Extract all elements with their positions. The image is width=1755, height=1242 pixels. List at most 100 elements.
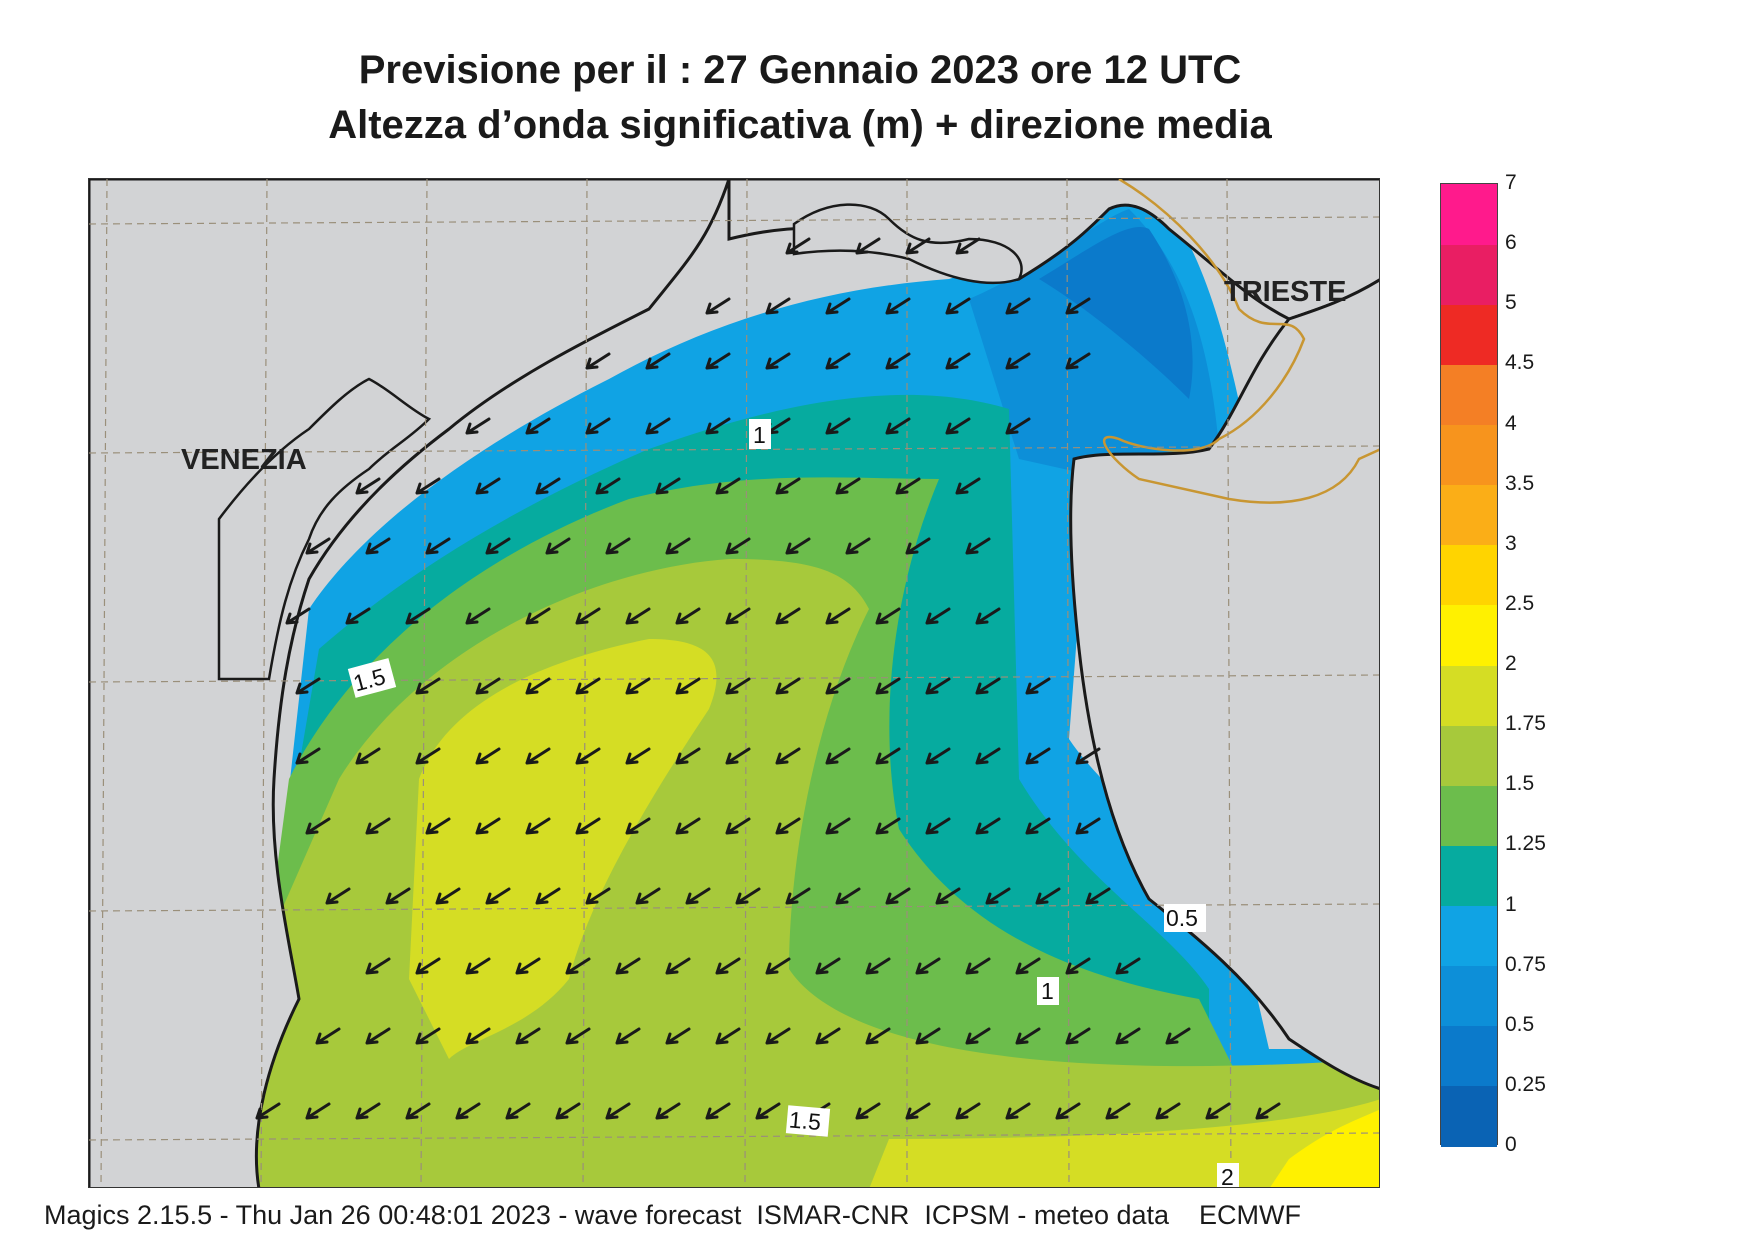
wave-arrow — [895, 477, 921, 495]
wave-arrow — [975, 677, 1001, 695]
wave-arrow — [575, 677, 601, 695]
wave-arrow — [705, 352, 731, 370]
wave-arrow — [825, 607, 851, 625]
colorbar-tick-label: 0.75 — [1505, 952, 1546, 976]
grado-lagoon — [792, 203, 1023, 285]
wave-arrow — [1205, 1102, 1231, 1120]
wave-arrow — [475, 477, 501, 495]
colorbar-segment — [1441, 244, 1497, 305]
colorbar-tick-label: 0 — [1505, 1133, 1517, 1156]
sea-fields — [239, 189, 1379, 1187]
wave-arrow — [855, 237, 881, 255]
wave-arrow — [305, 537, 331, 555]
wave-arrow — [1005, 352, 1031, 370]
wave-arrow — [1055, 1102, 1081, 1120]
wave-arrow — [585, 352, 611, 370]
wave-arrow — [935, 887, 961, 905]
colorbar-segment — [1441, 424, 1497, 486]
wave-arrow — [1025, 747, 1051, 765]
land-west — [89, 179, 731, 1187]
wave-arrow — [965, 537, 991, 555]
colorbar-segment — [1441, 785, 1497, 846]
colorbar-segment — [1441, 1025, 1497, 1087]
wave-arrow — [475, 817, 501, 835]
wave-arrow — [425, 537, 451, 555]
wave-arrow — [1025, 677, 1051, 695]
wave-arrow — [1015, 1027, 1041, 1045]
contour-label-1-south: 1 — [1041, 978, 1054, 1004]
colorbar-segment — [1441, 965, 1497, 1027]
wave-arrow — [885, 352, 911, 370]
wave-arrow — [1005, 297, 1031, 315]
colorbar-tick-label: 0.5 — [1505, 1012, 1535, 1036]
wave-arrow — [405, 607, 431, 625]
chart-title: Previsione per il : 27 Gennaio 2023 ore … — [358, 48, 1242, 92]
wave-arrow — [1005, 1102, 1031, 1120]
wave-arrow — [1165, 1027, 1191, 1045]
wave-arrow — [1075, 747, 1101, 765]
wave-arrow — [665, 957, 691, 975]
wave-arrow — [945, 352, 971, 370]
wave-arrow — [525, 677, 551, 695]
wave-arrow — [575, 747, 601, 765]
wave-arrow — [635, 887, 661, 905]
sea-band-175b — [869, 1099, 1379, 1187]
colorbar-tick-label: 1.5 — [1505, 772, 1535, 796]
wave-arrow — [1065, 352, 1091, 370]
wave-arrow — [545, 537, 571, 555]
wave-arrow — [1115, 1027, 1141, 1045]
wave-arrow — [365, 957, 391, 975]
wave-arrow — [885, 887, 911, 905]
wave-arrow — [965, 1027, 991, 1045]
wave-arrow — [1155, 1102, 1181, 1120]
wave-arrow — [575, 817, 601, 835]
wave-arrow — [975, 747, 1001, 765]
wave-arrow — [925, 607, 951, 625]
wave-arrow — [525, 817, 551, 835]
wave-arrow — [985, 887, 1011, 905]
wave-arrow — [665, 537, 691, 555]
venice-lagoon — [217, 377, 432, 681]
wave-arrow — [1015, 957, 1041, 975]
wave-arrow — [825, 297, 851, 315]
wave-arrow — [775, 817, 801, 835]
wave-arrow — [295, 747, 321, 765]
wave-arrow — [875, 747, 901, 765]
wave-arrow — [1255, 1102, 1281, 1120]
wave-arrow — [625, 817, 651, 835]
sea-band-025 — [1039, 227, 1193, 399]
wave-arrow — [365, 817, 391, 835]
city-label-venezia: VENEZIA — [181, 444, 307, 476]
wave-arrow — [615, 1027, 641, 1045]
chart-subtitle: Altezza d’onda significativa (m) + direz… — [328, 103, 1272, 147]
wave-arrow — [425, 817, 451, 835]
wave-arrow — [725, 747, 751, 765]
wave-height-map: VENEZIA TRIESTE 1 1.5 0.5 1 1.5 2 — [88, 178, 1380, 1188]
wave-arrow — [655, 1102, 681, 1120]
wave-arrow — [925, 677, 951, 695]
colorbar-tick-label: 4.5 — [1505, 351, 1535, 375]
wave-arrow — [415, 677, 441, 695]
wave-arrow — [855, 1102, 881, 1120]
wave-arrow — [625, 747, 651, 765]
wave-arrow — [725, 677, 751, 695]
wave-arrow — [815, 1027, 841, 1045]
wave-arrow — [605, 537, 631, 555]
colorbar-tick-label: 1 — [1505, 892, 1517, 916]
colorbar-segment — [1441, 1085, 1497, 1147]
wave-arrow — [955, 237, 981, 255]
wave-arrow — [835, 477, 861, 495]
wave-arrow — [415, 957, 441, 975]
colorbar-segment — [1441, 544, 1497, 606]
wave-arrow — [825, 677, 851, 695]
wave-arrow — [555, 1102, 581, 1120]
wave-arrow — [1105, 1102, 1131, 1120]
city-label-trieste: TRIESTE — [1224, 276, 1346, 308]
colorbar-tick-label: 7 — [1505, 171, 1517, 194]
wave-arrow — [955, 477, 981, 495]
wave-arrow — [715, 1027, 741, 1045]
colorbar-tick-label: 0.25 — [1505, 1072, 1546, 1096]
wave-arrow — [775, 607, 801, 625]
wave-arrow — [625, 607, 651, 625]
wave-arrow — [825, 352, 851, 370]
